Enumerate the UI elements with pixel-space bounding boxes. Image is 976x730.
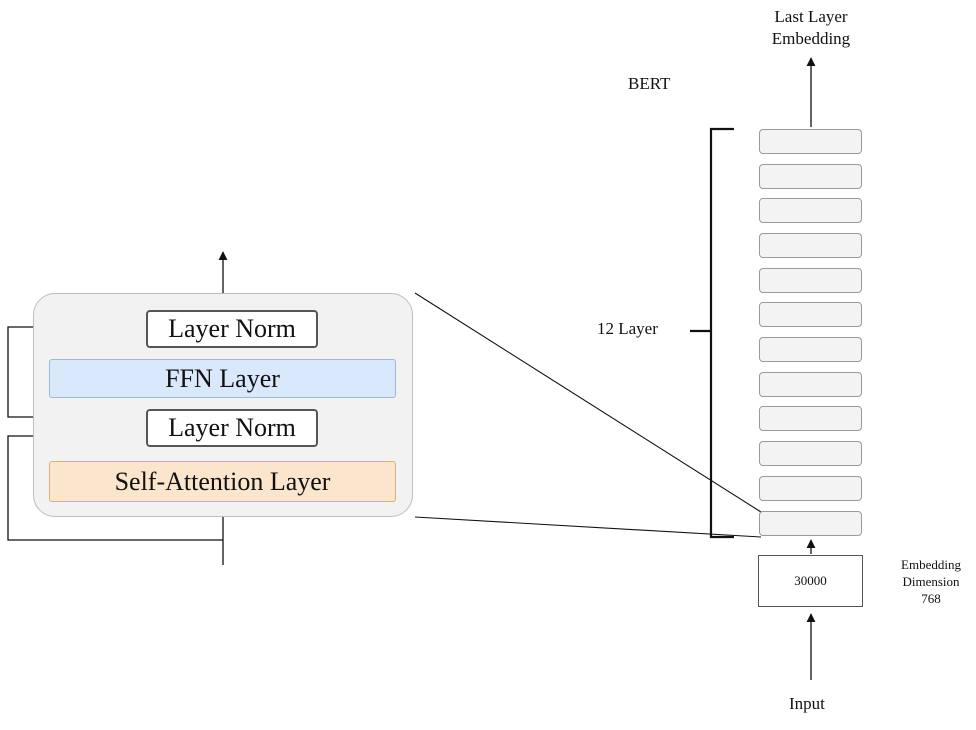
- layer-bracket: [709, 127, 734, 539]
- embedding-label-line3: 768: [921, 591, 941, 606]
- layer-norm-top-label: Layer Norm: [168, 314, 296, 343]
- bert-layer-1: [759, 511, 862, 536]
- output-label-line2: Embedding: [771, 29, 851, 48]
- bert-layer-4: [759, 406, 862, 431]
- bert-layer-12: [759, 129, 862, 154]
- self-attention-layer-label: Self-Attention Layer: [114, 466, 331, 496]
- embedding-label-line2: Dimension: [902, 574, 960, 589]
- zoom-line-bottom: [414, 516, 762, 538]
- layer-norm-top: Layer Norm: [146, 310, 318, 348]
- layer-norm-bottom-label: Layer Norm: [168, 413, 296, 442]
- bert-layer-7: [759, 302, 862, 327]
- embedding-dimension-label: Embedding Dimension 768: [888, 556, 974, 607]
- layer-norm-bottom: Layer Norm: [146, 409, 318, 447]
- zoom-line-top: [414, 292, 762, 513]
- self-attention-layer: Self-Attention Layer: [49, 461, 396, 502]
- bert-layer-6: [759, 337, 862, 362]
- model-name-label: BERT: [628, 74, 671, 93]
- bert-layer-9: [759, 233, 862, 258]
- layer-count-label: 12 Layer: [597, 319, 658, 338]
- ffn-layer: FFN Layer: [49, 359, 396, 398]
- embedding-table-box: 30000: [758, 555, 863, 607]
- vocab-size-label: 30000: [794, 573, 827, 588]
- bert-layer-2: [759, 476, 862, 501]
- bert-layer-8: [759, 268, 862, 293]
- output-label-line1: Last Layer: [774, 7, 848, 26]
- ffn-layer-label: FFN Layer: [165, 363, 280, 393]
- output-label: Last Layer Embedding: [751, 6, 871, 50]
- bert-layer-3: [759, 441, 862, 466]
- bert-layer-5: [759, 372, 862, 397]
- embedding-label-line1: Embedding: [901, 557, 961, 572]
- bert-layer-11: [759, 164, 862, 189]
- input-label: Input: [789, 694, 825, 713]
- bert-layer-10: [759, 198, 862, 223]
